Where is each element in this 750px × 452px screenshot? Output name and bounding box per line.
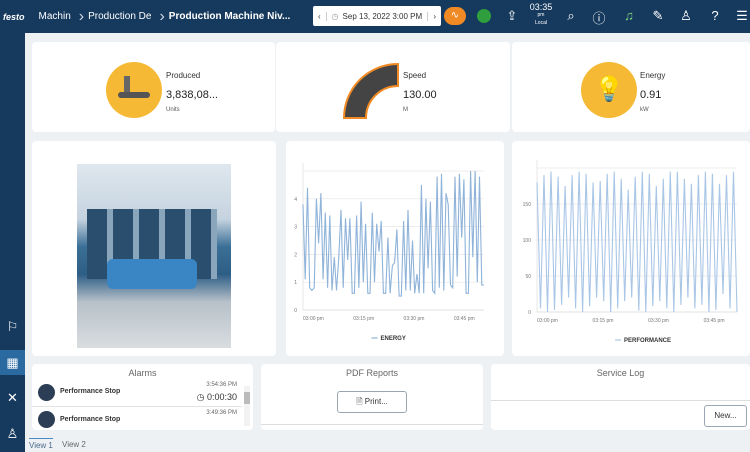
clock: 03:35 pm Local xyxy=(528,3,554,27)
breadcrumb-production-machine[interactable]: Production Machine Niv... xyxy=(168,11,291,22)
logo[interactable]: festo xyxy=(3,11,25,22)
alarm-item[interactable]: Performance Stop 3:54:36 PM ◷ 0:00:30 xyxy=(32,379,242,407)
alarm-icon xyxy=(38,411,55,428)
series-line xyxy=(536,171,738,313)
tab-view-2[interactable]: View 2 xyxy=(62,440,86,449)
y-tick-label: 50 xyxy=(525,274,531,280)
kpi-unit: Units xyxy=(166,107,180,113)
clock-time: 03:35 xyxy=(529,2,553,12)
tools-icon[interactable]: ✕ xyxy=(7,390,18,405)
y-tick-label: 4 xyxy=(294,197,297,203)
print-label: Print... xyxy=(364,397,388,406)
chevron-right-icon: › xyxy=(78,7,85,25)
alert-icon[interactable]: ⓘ xyxy=(592,11,606,26)
kpi-label: Energy xyxy=(640,71,666,80)
dashboard-icon[interactable]: ▦ xyxy=(0,350,25,375)
date-value: Sep 13, 2022 3:00 PM xyxy=(342,11,423,21)
alarms-scrollbar[interactable] xyxy=(244,386,250,426)
y-tick-label: 2 xyxy=(294,252,297,258)
operator-icon[interactable]: ♙ xyxy=(6,426,19,441)
breadcrumb-machin[interactable]: Machin xyxy=(38,11,71,22)
x-tick-label: 03:15 pm xyxy=(593,318,614,324)
series-line xyxy=(302,170,484,297)
service-log-title: Service Log xyxy=(596,368,645,378)
new-button[interactable]: New... xyxy=(704,405,747,427)
user-icon[interactable]: ♙ xyxy=(680,8,692,23)
next-icon[interactable]: › xyxy=(427,11,441,21)
tab-view-1[interactable]: View 1 xyxy=(29,438,53,450)
alarms-panel: Alarms Performance Stop 3:54:36 PM ◷ 0:0… xyxy=(32,364,253,430)
alarm-duration: ◷ 0:00:30 xyxy=(197,392,237,403)
x-tick-label: 03:45 pm xyxy=(704,318,725,324)
energy-chart: 0 1 2 3 4 03:00 pm 03:15 pm 03:30 pm 03:45 pm ENE… xyxy=(294,163,484,342)
x-tick-label: 03:45 pm xyxy=(454,316,475,322)
performance-chart: 0 50 100 150 03:00 pm 03:15 pm 03:30 pm 03:45 p… xyxy=(523,160,738,344)
y-tick-label: 1 xyxy=(294,280,297,286)
divider xyxy=(261,424,483,425)
notification-icon[interactable]: ♫ xyxy=(624,8,634,23)
alarms-title: Alarms xyxy=(128,368,157,378)
legend-label: PERFORMANCE xyxy=(624,338,671,344)
y-tick-label: 100 xyxy=(523,238,532,244)
kpi-unit: kW xyxy=(640,107,649,113)
lightbulb-icon: 💡 xyxy=(581,62,637,118)
status-icon[interactable] xyxy=(477,9,491,23)
clock-ampm: pm xyxy=(537,12,545,18)
flag-icon[interactable]: ⚐ xyxy=(6,319,19,334)
machine-image-card xyxy=(32,141,276,356)
alarm-icon xyxy=(38,384,55,401)
performance-chart-card: 0 50 100 150 03:00 pm 03:15 pm 03:30 pm 03:45 p… xyxy=(512,141,750,356)
top-bar: festo Machin › Production De › Productio… xyxy=(0,0,750,33)
chevron-right-icon: › xyxy=(159,7,165,25)
x-tick-label: 03:00 pm xyxy=(303,316,324,322)
alarm-duration-value: 0:00:30 xyxy=(206,392,237,402)
pdf-reports-title: PDF Reports xyxy=(345,368,398,378)
x-tick-label: 03:30 pm xyxy=(404,316,425,322)
search-icon[interactable]: ⌕ xyxy=(567,8,575,23)
upload-icon[interactable]: ⇪ xyxy=(506,8,518,23)
kpi-energy: 💡 Energy 0.91 kW xyxy=(512,42,750,132)
service-log-panel: Service Log New... xyxy=(491,364,750,430)
gauge-icon xyxy=(342,62,399,119)
breadcrumb-production-de[interactable]: Production De xyxy=(88,11,152,22)
date-picker[interactable]: ‹ ◷ Sep 13, 2022 3:00 PM › xyxy=(313,6,441,26)
pdf-reports-panel: PDF Reports 🗎 Print... xyxy=(261,364,483,430)
edit-icon[interactable]: ✎ xyxy=(652,8,664,23)
alarm-time: 3:54:36 PM xyxy=(206,382,237,388)
kpi-speed: Speed 130.00 M xyxy=(276,42,510,132)
clock-zone: Local xyxy=(535,20,547,26)
conveyor-icon xyxy=(106,62,162,118)
timer-icon: ◷ xyxy=(196,392,207,402)
y-tick-label: 3 xyxy=(294,225,297,231)
machine-photo xyxy=(77,164,231,348)
sidebar: ⚐ ▦ ✕ ♙ xyxy=(0,33,25,452)
prev-icon[interactable]: ‹ xyxy=(313,11,327,21)
kpi-value: 3,838,08... xyxy=(166,89,218,101)
help-icon[interactable]: ? xyxy=(711,8,719,23)
kpi-label: Speed xyxy=(403,71,427,80)
kpi-produced: Produced 3,838,08... Units xyxy=(32,42,275,132)
kpi-unit: M xyxy=(403,107,408,113)
legend-label: ENERGY xyxy=(381,336,406,342)
y-tick-label: 0 xyxy=(294,308,297,314)
alarm-time: 3:49:36 PM xyxy=(206,410,237,416)
calendar-icon: ◷ xyxy=(331,11,339,21)
kpi-value: 0.91 xyxy=(640,89,662,101)
alarm-item[interactable]: Performance Stop 3:49:36 PM xyxy=(32,408,242,430)
kpi-label: Produced xyxy=(166,71,201,80)
x-tick-label: 03:00 pm xyxy=(537,318,558,324)
divider xyxy=(491,400,750,401)
y-tick-label: 0 xyxy=(528,310,531,316)
x-tick-label: 03:30 pm xyxy=(648,318,669,324)
document-icon: 🗎 xyxy=(356,397,365,406)
y-tick-label: 150 xyxy=(523,202,532,208)
alarm-name: Performance Stop xyxy=(60,416,121,423)
menu-icon[interactable]: ☰ xyxy=(736,8,748,23)
energy-chart-card: 0 1 2 3 4 03:00 pm 03:15 pm 03:30 pm 03:45 pm ENE… xyxy=(286,141,504,356)
kpi-value: 130.00 xyxy=(403,89,437,101)
print-button[interactable]: 🗎 Print... xyxy=(337,391,407,413)
heartbeat-icon[interactable]: ∿ xyxy=(444,7,466,25)
x-tick-label: 03:15 pm xyxy=(353,316,374,322)
alarm-name: Performance Stop xyxy=(60,388,121,395)
